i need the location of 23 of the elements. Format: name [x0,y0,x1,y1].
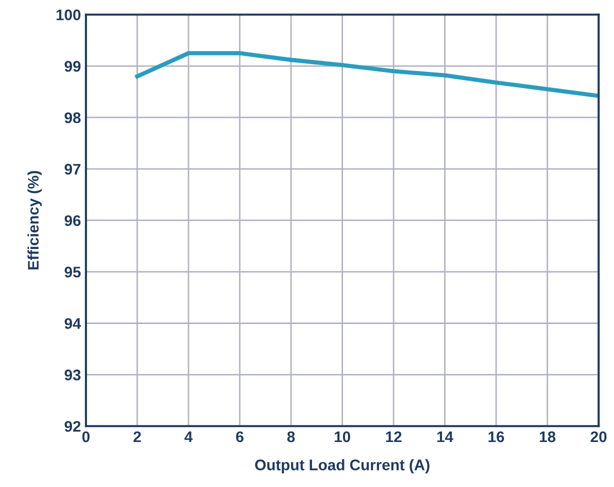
y-tick-label: 100 [56,9,80,20]
x-tick-label: 12 [386,431,402,442]
x-tick-label: 16 [488,431,504,442]
line-series [135,51,599,98]
x-tick-label: 2 [134,431,141,442]
y-tick-label: 93 [64,370,81,380]
y-tick-label: 97 [64,164,80,175]
y-tick-label: 96 [64,215,81,226]
x-tick-label: 18 [540,431,556,442]
y-tick-label: 94 [64,318,82,329]
x-tick-label: 20 [590,431,607,442]
x-tick-label: 14 [437,432,454,442]
x-tick-label: 8 [287,431,295,442]
y-tick-label: 95 [64,266,81,278]
y-tick-label: 98 [64,112,81,124]
x-axis-title: Output Load Current (A) [255,459,430,474]
y-tick-label: 99 [64,60,81,72]
x-tick-label: 10 [334,431,350,442]
x-tick-label: 6 [236,431,244,442]
x-tick-label: 4 [184,432,193,442]
x-tick-label: 0 [82,431,90,442]
y-tick-label: 92 [64,420,80,432]
y-axis-title: Efficiency (%) [27,171,42,270]
